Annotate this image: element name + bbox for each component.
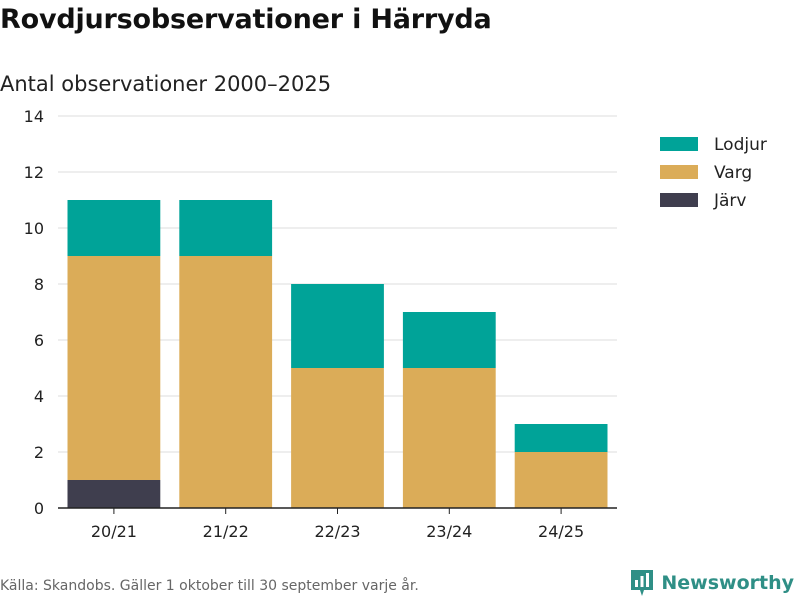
bar-järv-0	[67, 480, 161, 508]
legend-swatch-varg	[660, 165, 698, 179]
y-tick-label-8: 8	[34, 275, 44, 294]
bar-varg-3	[402, 368, 496, 508]
y-tick-label-12: 12	[24, 163, 44, 182]
bar-varg-4	[514, 452, 608, 508]
y-tick-label-4: 4	[34, 387, 44, 406]
y-tick-label-2: 2	[34, 443, 44, 462]
bar-varg-2	[291, 368, 384, 508]
bar-lodjur-2	[291, 284, 384, 368]
legend-swatch-lodjur	[660, 137, 698, 151]
y-tick-label-14: 14	[24, 107, 44, 126]
legend-label-varg: Varg	[714, 163, 752, 183]
y-tick-label-10: 10	[24, 219, 44, 238]
legend-swatch-järv	[660, 193, 698, 207]
x-tick-label-1: 21/22	[203, 522, 249, 541]
x-tick-label-4: 24/25	[538, 522, 584, 541]
brand-logo: Newsworthy	[629, 568, 794, 598]
legend-label-järv: Järv	[713, 191, 746, 211]
bar-lodjur-3	[402, 312, 496, 368]
bar-varg-1	[179, 256, 273, 508]
y-tick-label-0: 0	[34, 499, 44, 518]
x-tick-label-2: 22/23	[314, 522, 360, 541]
source-note: Källa: Skandobs. Gäller 1 oktober till 3…	[0, 578, 419, 594]
x-tick-label-3: 23/24	[426, 522, 472, 541]
brand-name: Newsworthy	[661, 572, 794, 594]
bar-lodjur-4	[514, 424, 608, 452]
legend-label-lodjur: Lodjur	[714, 135, 767, 155]
bar-varg-0	[67, 256, 161, 480]
y-tick-label-6: 6	[34, 331, 44, 350]
x-tick-label-0: 20/21	[91, 522, 137, 541]
chart-subtitle: Antal observationer 2000–2025	[0, 72, 332, 96]
chart-title: Rovdjursobservationer i Härryda	[0, 4, 492, 35]
bar-lodjur-1	[179, 200, 273, 256]
bar-lodjur-0	[67, 200, 161, 256]
stacked-bar-chart: 0 2 4 6 8 10 12 14 20/21 21/22 22/23 23/24 24/25 Lodj…	[24, 107, 767, 541]
bar-chart-logo-icon	[631, 570, 654, 596]
